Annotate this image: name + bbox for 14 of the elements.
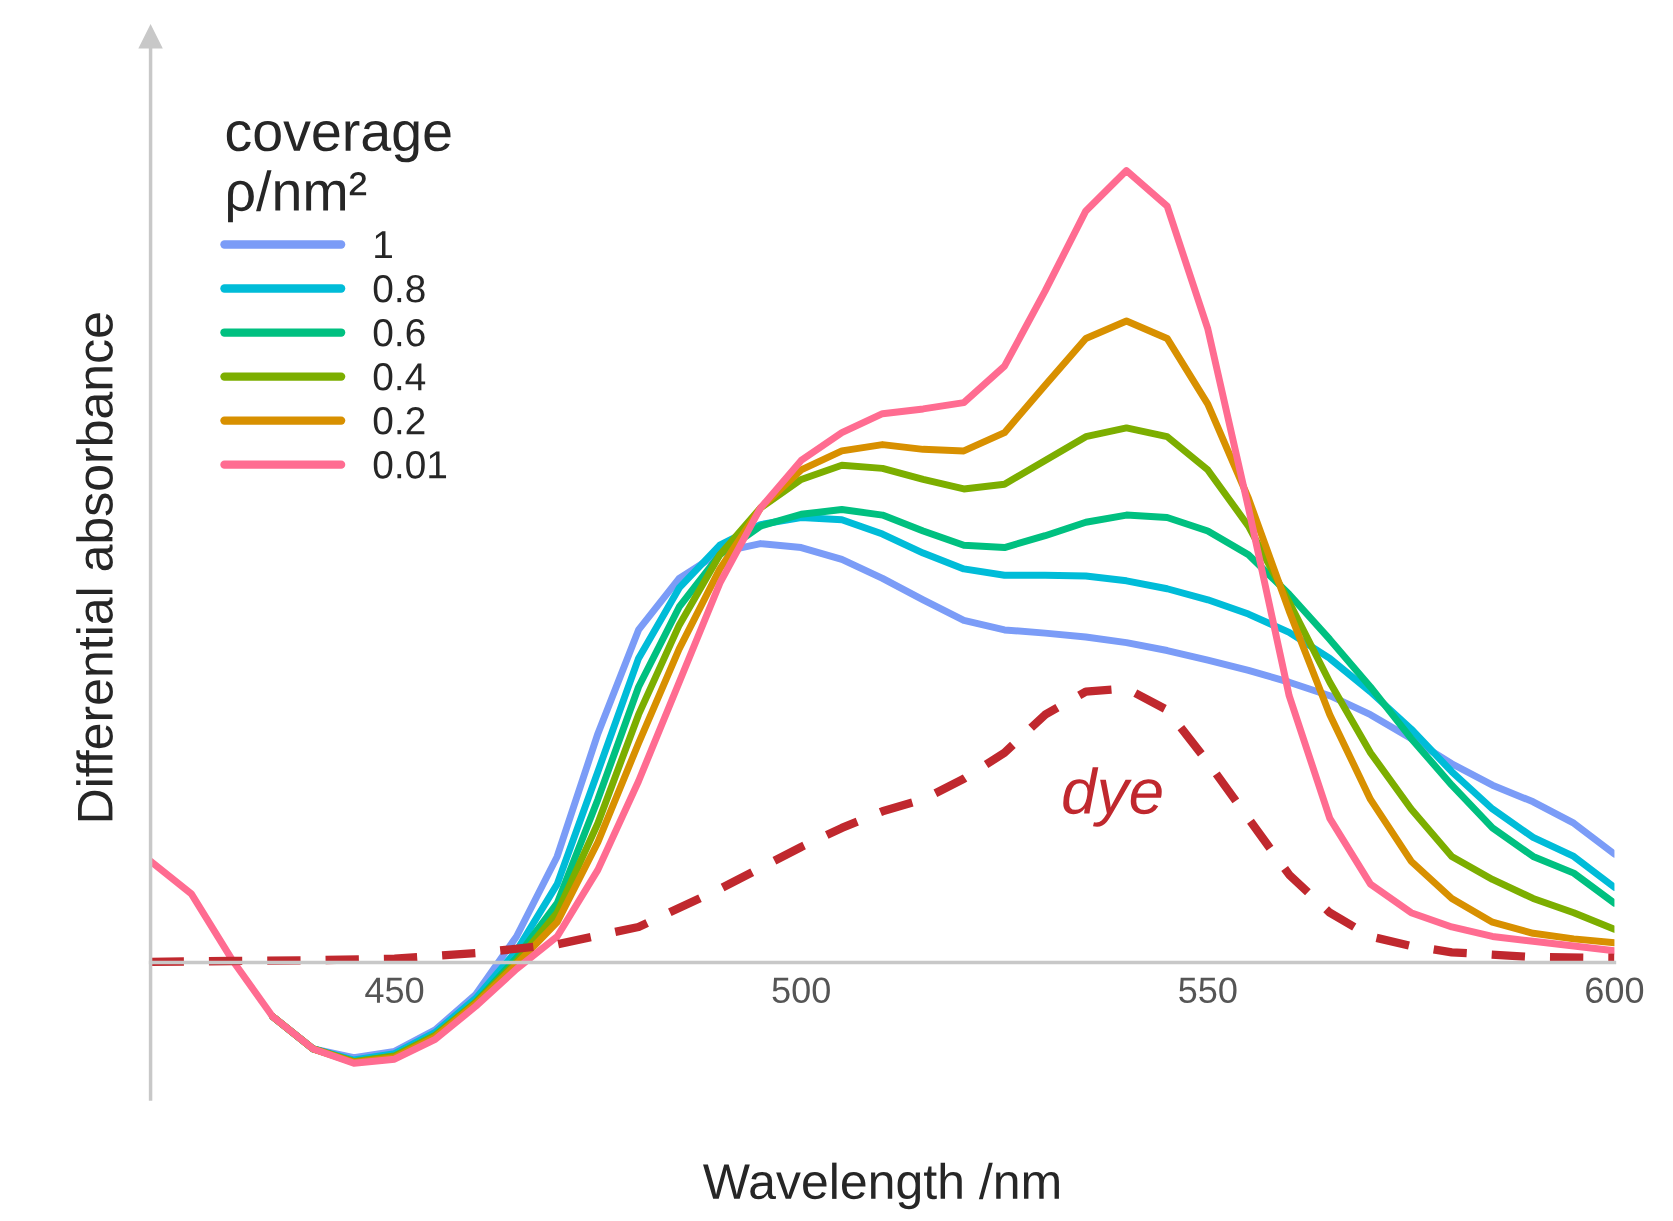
- legend-label: 0.6: [373, 319, 425, 347]
- y-axis-title: Differential absorbance: [76, 313, 113, 821]
- x-tick-label: 550: [1179, 977, 1237, 1004]
- legend-label: 0.2: [373, 407, 425, 435]
- legend-label: 0.01: [373, 451, 447, 479]
- legend-label: 0.4: [373, 363, 426, 391]
- legend-label: 1: [375, 231, 392, 259]
- series-label: dye: [1063, 767, 1162, 827]
- x-tick-label: 450: [365, 977, 424, 1004]
- legend-title: coverage ρ/nm²: [226, 120, 451, 223]
- legend-label: 0.8: [373, 274, 425, 303]
- x-tick-label: 500: [772, 977, 830, 1004]
- x-tick-label: 600: [1586, 977, 1644, 1004]
- x-axis-title: Wavelength /nm: [703, 1162, 1059, 1210]
